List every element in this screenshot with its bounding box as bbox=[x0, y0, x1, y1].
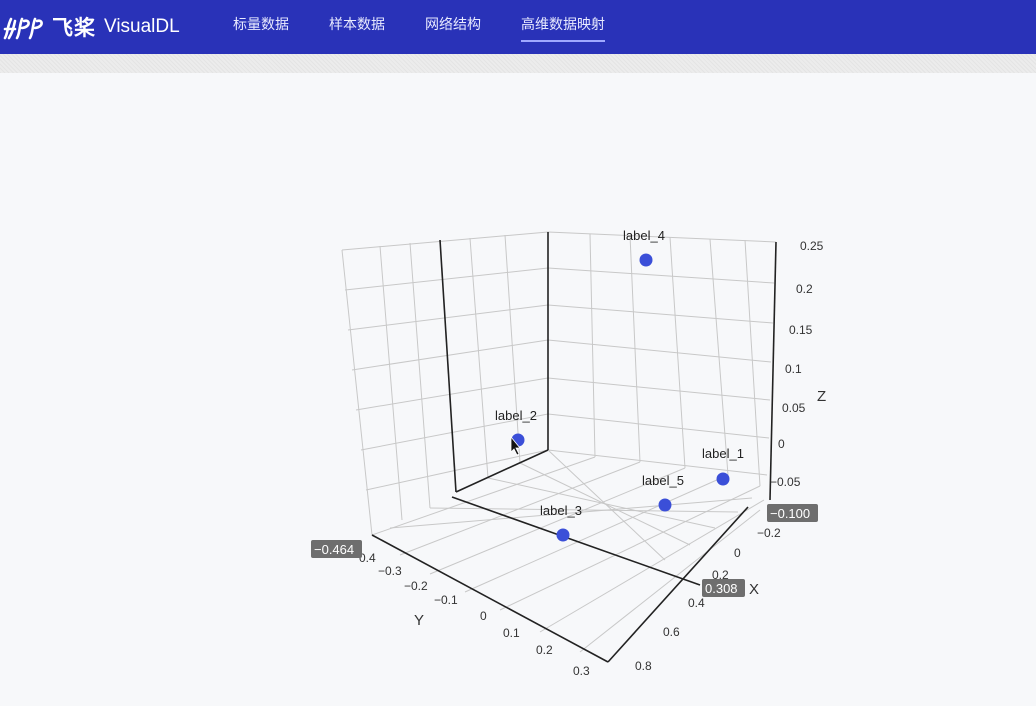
point-label: label_4 bbox=[623, 228, 665, 243]
z-axis-ticks: 0.25 0.2 0.15 0.1 0.05 0 −0.05 bbox=[770, 239, 824, 489]
point-label: label_1 bbox=[702, 446, 744, 461]
nav-tab-scalars[interactable]: 标量数据 bbox=[233, 17, 289, 33]
brand-name-en: VisualDL bbox=[104, 16, 180, 37]
z-tick: 0 bbox=[778, 437, 785, 451]
y-pointer-value: −0.464 bbox=[314, 542, 354, 557]
x-axis-name: X bbox=[749, 581, 759, 598]
z-tick: 0.2 bbox=[796, 282, 813, 296]
axis-lines bbox=[371, 232, 777, 663]
y-tick: 0 bbox=[480, 609, 487, 623]
left-wall-grid bbox=[341, 231, 549, 536]
app-logo[interactable]: 飞桨 VisualDL bbox=[0, 0, 180, 54]
z-tick: −0.05 bbox=[770, 475, 801, 489]
y-pointer-badge: −0.464 bbox=[311, 540, 362, 558]
point-label: label_3 bbox=[540, 503, 582, 518]
x-tick: 0 bbox=[734, 546, 741, 560]
x-tick: 0.4 bbox=[688, 596, 705, 610]
x-tick: 0.2 bbox=[712, 568, 729, 582]
x-axis-ticks: −0.2 0 0.2 0.4 0.6 0.8 bbox=[635, 526, 781, 673]
nav-tab-high-dimensional[interactable]: 高维数据映射 bbox=[521, 0, 605, 54]
data-point[interactable]: label_2 bbox=[495, 408, 537, 447]
floor-grid bbox=[371, 449, 765, 653]
y-tick: −0.3 bbox=[378, 564, 402, 578]
mouse-cursor-icon bbox=[510, 435, 521, 456]
data-points: label_1 label_2 label_3 label_4 label_5 bbox=[495, 228, 744, 542]
point-label: label_2 bbox=[495, 408, 537, 423]
y-tick: 0.4 bbox=[359, 551, 376, 565]
data-point[interactable]: label_3 bbox=[540, 503, 582, 542]
right-wall-grid bbox=[547, 231, 777, 487]
z-tick: 0.1 bbox=[785, 362, 802, 376]
y-tick: 0.2 bbox=[536, 643, 553, 657]
z-tick: 0.25 bbox=[800, 239, 824, 253]
y-tick: 0.3 bbox=[573, 664, 590, 678]
point-label: label_5 bbox=[642, 473, 684, 488]
top-navigation-bar: 飞桨 VisualDL 标量数据 样本数据 网络结构 高维数据映射 bbox=[0, 0, 1036, 54]
z-pointer-value: −0.100 bbox=[770, 506, 810, 521]
z-tick: 0.15 bbox=[789, 323, 813, 337]
z-tick: 0.05 bbox=[782, 401, 806, 415]
main-nav: 标量数据 样本数据 网络结构 高维数据映射 bbox=[233, 0, 645, 54]
paddle-logo-icon bbox=[3, 17, 43, 40]
nav-tab-samples[interactable]: 样本数据 bbox=[329, 17, 385, 33]
brand-name-cn: 飞桨 bbox=[52, 16, 96, 40]
scatter-3d-plot[interactable]: 0.25 0.2 0.15 0.1 0.05 0 −0.05 Z −0.2 0 … bbox=[0, 73, 1036, 706]
x-tick: 0.6 bbox=[663, 625, 680, 639]
x-pointer-value: 0.308 bbox=[705, 581, 738, 596]
y-tick: 0.1 bbox=[503, 626, 520, 640]
data-point[interactable]: label_1 bbox=[702, 446, 744, 486]
nav-tab-graphs[interactable]: 网络结构 bbox=[425, 17, 481, 33]
y-tick: −0.2 bbox=[404, 579, 428, 593]
data-point[interactable]: label_5 bbox=[642, 473, 684, 512]
x-tick: −0.2 bbox=[757, 526, 781, 540]
x-tick: 0.8 bbox=[635, 659, 652, 673]
y-tick: −0.1 bbox=[434, 593, 458, 607]
x-pointer-badge: 0.308 bbox=[702, 579, 745, 597]
y-axis-ticks: 0.4 −0.3 −0.2 −0.1 0 0.1 0.2 0.3 bbox=[359, 551, 590, 678]
header-divider-strip bbox=[0, 54, 1036, 73]
z-axis-name: Z bbox=[817, 388, 826, 405]
z-pointer-badge: −0.100 bbox=[767, 504, 818, 522]
y-axis-name: Y bbox=[414, 612, 424, 629]
data-point[interactable]: label_4 bbox=[623, 228, 665, 267]
